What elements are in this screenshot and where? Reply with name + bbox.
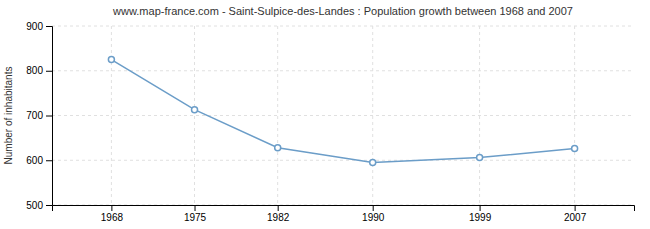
y-axis: 500 600 700 800 900 bbox=[26, 21, 52, 211]
y-tick-mark bbox=[46, 116, 52, 117]
line bbox=[111, 60, 574, 163]
grid-line-x bbox=[194, 26, 195, 205]
y-tick-mark bbox=[46, 71, 52, 72]
point bbox=[370, 159, 376, 165]
x-tick: 2007 bbox=[564, 205, 587, 223]
grid-line-y bbox=[52, 70, 634, 71]
x-tick-label: 1982 bbox=[267, 212, 290, 223]
grid-line-x bbox=[479, 26, 480, 205]
x-tick: 1982 bbox=[267, 205, 290, 223]
x-tick-label: 1990 bbox=[362, 212, 385, 223]
y-tick-label: 900 bbox=[26, 21, 43, 32]
point bbox=[192, 107, 198, 113]
point bbox=[477, 155, 483, 161]
y-axis-title: Number of inhabitants bbox=[3, 67, 14, 165]
point bbox=[108, 57, 114, 63]
x-tick-mark bbox=[278, 205, 279, 211]
y-tick-label: 800 bbox=[26, 65, 43, 76]
grid-line-x bbox=[277, 26, 278, 205]
x-tick-mark bbox=[480, 205, 481, 211]
x-tick: 1968 bbox=[101, 205, 124, 223]
y-tick-mark bbox=[46, 26, 52, 27]
grid-line-y bbox=[52, 26, 634, 27]
point bbox=[572, 146, 578, 152]
x-tick: 1999 bbox=[469, 205, 492, 223]
point bbox=[275, 145, 281, 151]
x-tick: 1975 bbox=[184, 205, 207, 223]
grid-line-y bbox=[52, 160, 634, 161]
y-axis-line bbox=[46, 27, 53, 206]
x-tick: 1990 bbox=[362, 205, 385, 223]
title: www.map-france.com - Saint-Sulpice-des-L… bbox=[112, 5, 573, 17]
x-tick-label: 2007 bbox=[564, 212, 587, 223]
x-tick-label: 1975 bbox=[184, 212, 207, 223]
y-tick-mark bbox=[46, 205, 52, 206]
y-tick: 900 bbox=[26, 21, 52, 32]
y-tick-mark bbox=[46, 160, 52, 161]
x-tick-label: 1999 bbox=[469, 212, 492, 223]
series bbox=[108, 57, 577, 166]
x-axis-line bbox=[53, 206, 635, 212]
x-tick-mark bbox=[111, 205, 112, 211]
y-tick: 800 bbox=[26, 65, 52, 76]
grid-line-y bbox=[52, 115, 634, 116]
y-tick-label: 500 bbox=[26, 200, 43, 211]
grid-line-x bbox=[372, 26, 373, 205]
y-tick-label: 600 bbox=[26, 155, 43, 166]
y-tick: 500 bbox=[26, 200, 52, 211]
grid-line-x bbox=[111, 26, 112, 205]
grid-line-x bbox=[574, 26, 575, 205]
y-tick: 600 bbox=[26, 155, 52, 166]
y-tick: 700 bbox=[26, 110, 52, 121]
x-tick-label: 1968 bbox=[101, 212, 124, 223]
plot: 1968 1975 1982 1990 1999 2007 500 600 700 800 900 bbox=[26, 21, 634, 223]
x-tick-mark bbox=[575, 205, 576, 211]
x-tick-mark bbox=[373, 205, 374, 211]
grid bbox=[52, 26, 634, 205]
y-tick-label: 700 bbox=[26, 110, 43, 121]
x-axis: 1968 1975 1982 1990 1999 2007 bbox=[53, 205, 635, 223]
chart: 1968 1975 1982 1990 1999 2007 500 600 700 800 900 w… bbox=[0, 0, 650, 229]
x-tick-mark bbox=[195, 205, 196, 211]
